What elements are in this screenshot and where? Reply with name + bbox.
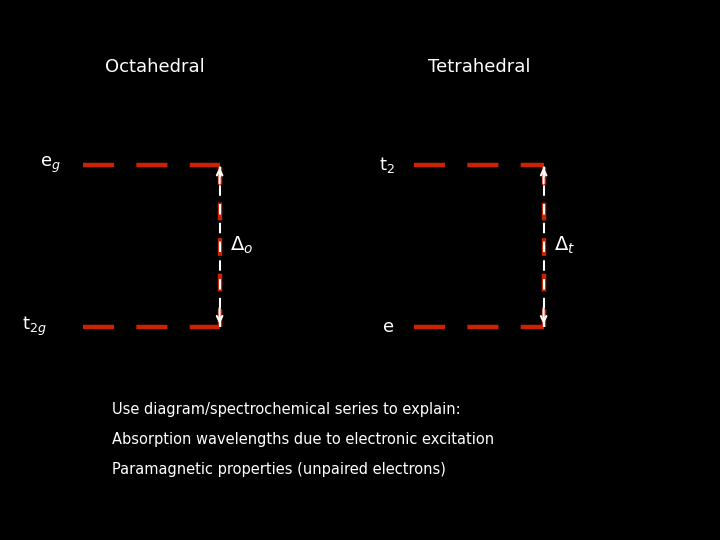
Text: Octahedral: Octahedral xyxy=(105,58,204,77)
Text: Paramagnetic properties (unpaired electrons): Paramagnetic properties (unpaired electr… xyxy=(112,462,446,477)
Text: $\Delta_t$: $\Delta_t$ xyxy=(554,235,576,256)
Text: e: e xyxy=(384,318,395,336)
Text: $\Delta_o$: $\Delta_o$ xyxy=(230,235,253,256)
Text: t$_2$: t$_2$ xyxy=(379,154,395,175)
Text: Use diagram/spectrochemical series to explain:: Use diagram/spectrochemical series to ex… xyxy=(112,402,460,417)
Text: Tetrahedral: Tetrahedral xyxy=(428,58,530,77)
Text: t$_{2g}$: t$_{2g}$ xyxy=(22,315,47,338)
Text: Absorption wavelengths due to electronic excitation: Absorption wavelengths due to electronic… xyxy=(112,432,494,447)
Text: e$_g$: e$_g$ xyxy=(40,154,61,175)
